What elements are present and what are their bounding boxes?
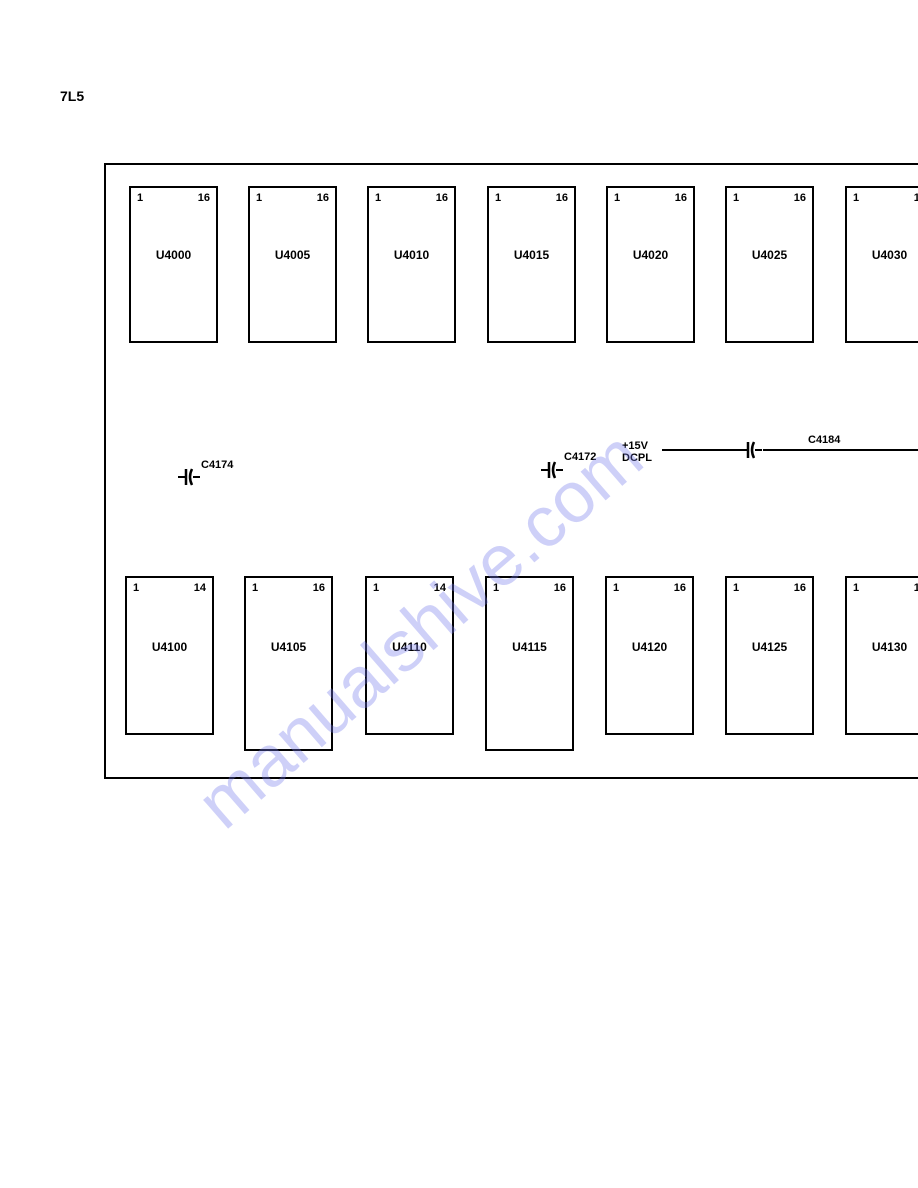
chip-u4010: 1 16 U4010: [367, 186, 456, 343]
pin-n-label: 16: [556, 192, 568, 204]
chip-name-label: U4115: [487, 640, 572, 654]
chip-u4125: 1 16 U4125: [725, 576, 814, 735]
pin-n-label: 16: [675, 192, 687, 204]
dcpl-voltage-label: +15VDCPL: [622, 440, 652, 464]
chip-name-label: U4105: [246, 640, 331, 654]
chip-name-label: U4005: [250, 248, 335, 262]
pin-n-label: 16: [436, 192, 448, 204]
chip-name-label: U4015: [489, 248, 574, 262]
pin-1-label: 1: [493, 582, 499, 594]
pin-n-label: 16: [313, 582, 325, 594]
chip-u4115: 1 16 U4115: [485, 576, 574, 751]
pin-n-label: 16: [198, 192, 210, 204]
pin-1-label: 1: [373, 582, 379, 594]
capacitor-icon: [740, 440, 762, 460]
pin-1-label: 1: [495, 192, 501, 204]
capacitor-ref-c4174: C4174: [201, 459, 233, 471]
pin-n-label: 14: [194, 582, 206, 594]
chip-u4110: 1 14 U4110: [365, 576, 454, 735]
pin-1-label: 1: [853, 582, 859, 594]
page-label: 7L5: [60, 88, 84, 104]
pin-1-label: 1: [133, 582, 139, 594]
capacitor-icon: [178, 467, 200, 487]
chip-u4130: 1 16 U4130: [845, 576, 918, 735]
pin-n-label: 16: [554, 582, 566, 594]
chip-u4005: 1 16 U4005: [248, 186, 337, 343]
chip-u4100: 1 14 U4100: [125, 576, 214, 735]
chip-name-label: U4010: [369, 248, 454, 262]
pin-n-label: 16: [674, 582, 686, 594]
chip-name-label: U4130: [847, 640, 918, 654]
chip-name-label: U4025: [727, 248, 812, 262]
pin-n-label: 16: [914, 582, 918, 594]
chip-name-label: U4125: [727, 640, 812, 654]
chip-u4025: 1 16 U4025: [725, 186, 814, 343]
chip-name-label: U4000: [131, 248, 216, 262]
pin-1-label: 1: [614, 192, 620, 204]
pin-n-label: 16: [317, 192, 329, 204]
chip-u4120: 1 16 U4120: [605, 576, 694, 735]
pin-1-label: 1: [256, 192, 262, 204]
chip-u4030: 1 16 U4030: [845, 186, 918, 343]
chip-name-label: U4020: [608, 248, 693, 262]
pin-1-label: 1: [853, 192, 859, 204]
pin-n-label: 16: [794, 192, 806, 204]
pin-n-label: 16: [914, 192, 918, 204]
chip-u4020: 1 16 U4020: [606, 186, 695, 343]
dcpl-trace-left: [662, 449, 742, 451]
chip-u4105: 1 16 U4105: [244, 576, 333, 751]
pin-1-label: 1: [733, 582, 739, 594]
pin-1-label: 1: [137, 192, 143, 204]
chip-name-label: U4030: [847, 248, 918, 262]
pin-1-label: 1: [252, 582, 258, 594]
pin-n-label: 16: [794, 582, 806, 594]
chip-name-label: U4100: [127, 640, 212, 654]
chip-name-label: U4110: [367, 640, 452, 654]
pin-n-label: 14: [434, 582, 446, 594]
capacitor-icon: [541, 460, 563, 480]
dcpl-trace-right: [763, 449, 918, 451]
capacitor-ref-c4172: C4172: [564, 451, 596, 463]
chip-u4000: 1 16 U4000: [129, 186, 218, 343]
capacitor-ref-c4184: C4184: [808, 434, 840, 446]
pin-1-label: 1: [733, 192, 739, 204]
chip-name-label: U4120: [607, 640, 692, 654]
pin-1-label: 1: [613, 582, 619, 594]
chip-u4015: 1 16 U4015: [487, 186, 576, 343]
pin-1-label: 1: [375, 192, 381, 204]
